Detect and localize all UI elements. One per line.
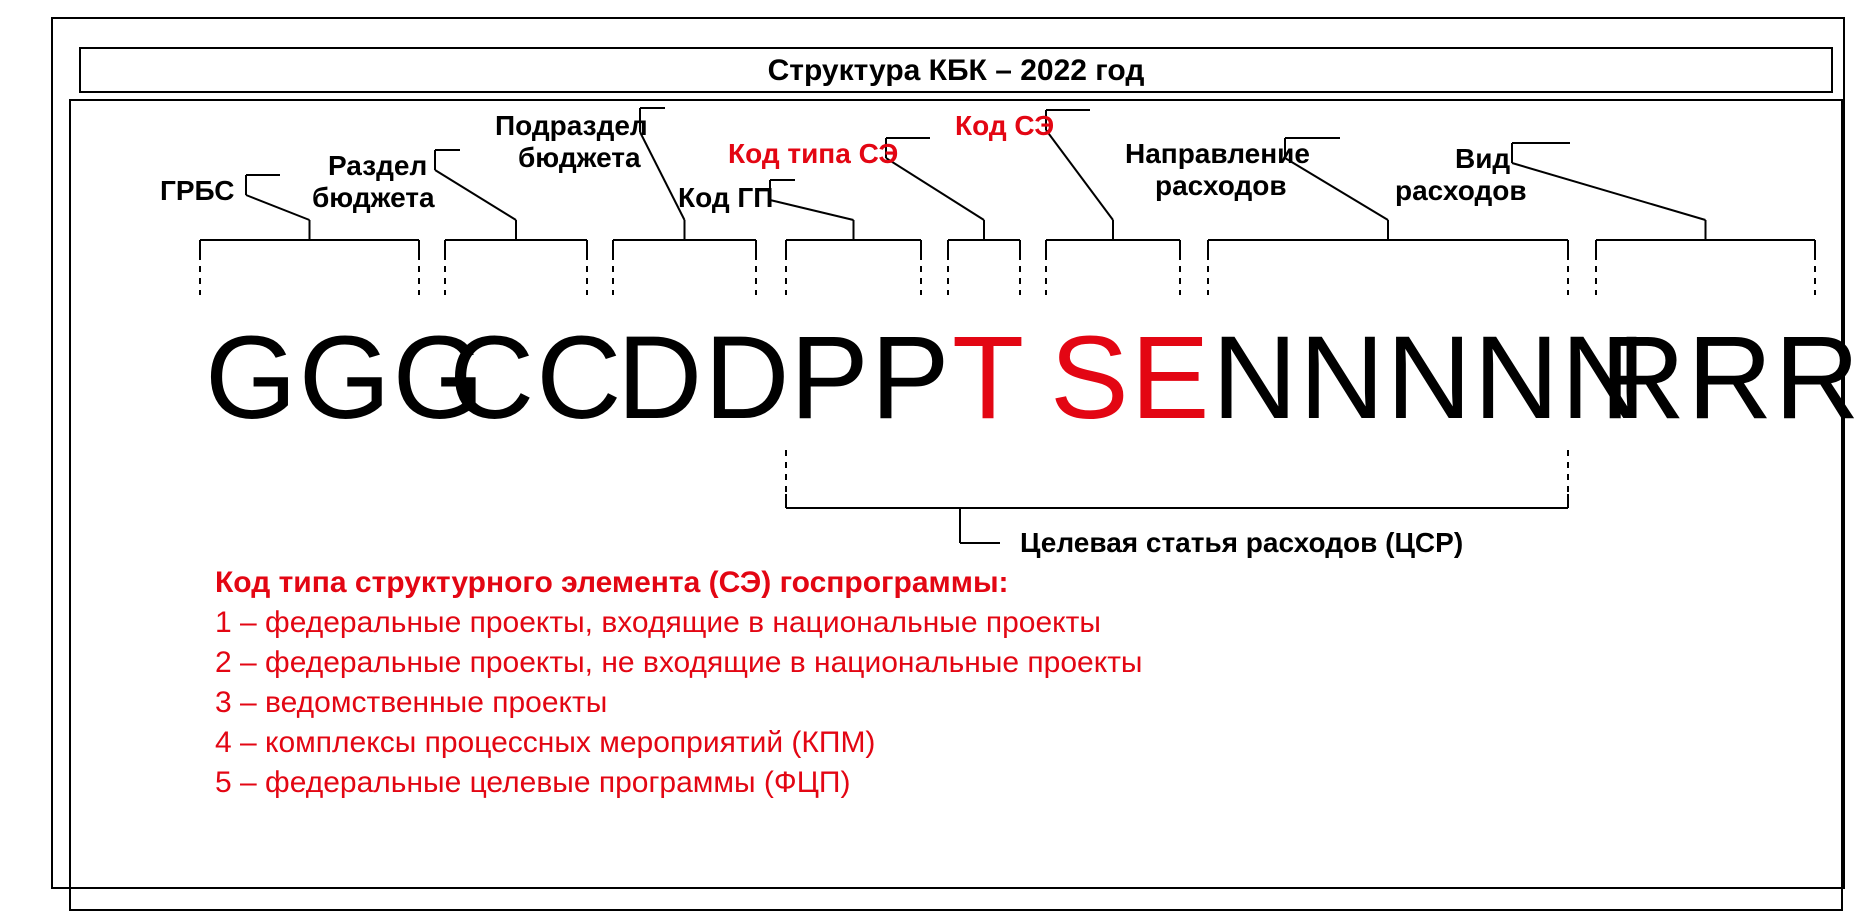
page-title: Структура КБК – 2022 год xyxy=(768,54,1145,87)
label-grbs: ГРБС xyxy=(160,175,235,206)
label-direction: Направление xyxy=(1125,138,1310,169)
code-segment-section: CC xyxy=(449,312,623,444)
legend-item-4: 4 – комплексы процессных мероприятий (КП… xyxy=(215,726,875,759)
code-segment-grbs: GGG xyxy=(205,312,486,444)
code-segment-subsection: DD xyxy=(617,312,791,444)
code-segment-vr: RRR xyxy=(1600,312,1862,444)
legend-item-3: 3 – ведомственные проекты xyxy=(215,686,607,719)
label2-vr: расходов xyxy=(1395,175,1527,206)
label2-subsection: бюджета xyxy=(518,142,641,173)
code-segment-direction: NNNNN xyxy=(1212,312,1648,444)
code-segment-type_se: T xyxy=(952,312,1026,444)
legend-item-2: 2 – федеральные проекты, не входящие в н… xyxy=(215,646,1143,679)
label2-section: бюджета xyxy=(312,182,435,213)
code-segment-gp: PP xyxy=(790,312,951,444)
label2-direction: расходов xyxy=(1155,170,1287,201)
label-se: Код СЭ xyxy=(955,110,1054,141)
label-gp: Код ГП xyxy=(678,182,773,213)
label-section: Раздел xyxy=(328,150,427,181)
legend-title: Код типа структурного элемента (СЭ) госп… xyxy=(215,566,1009,599)
legend-item-5: 5 – федеральные целевые программы (ФЦП) xyxy=(215,766,850,799)
code-segment-se: SE xyxy=(1050,312,1211,444)
label-vr: Вид xyxy=(1455,143,1510,174)
label-type_se: Код типа СЭ xyxy=(728,138,898,169)
label-csr: Целевая статья расходов (ЦСР) xyxy=(1020,527,1463,558)
label-subsection: Подраздел xyxy=(495,110,648,141)
legend-item-1: 1 – федеральные проекты, входящие в наци… xyxy=(215,606,1101,639)
